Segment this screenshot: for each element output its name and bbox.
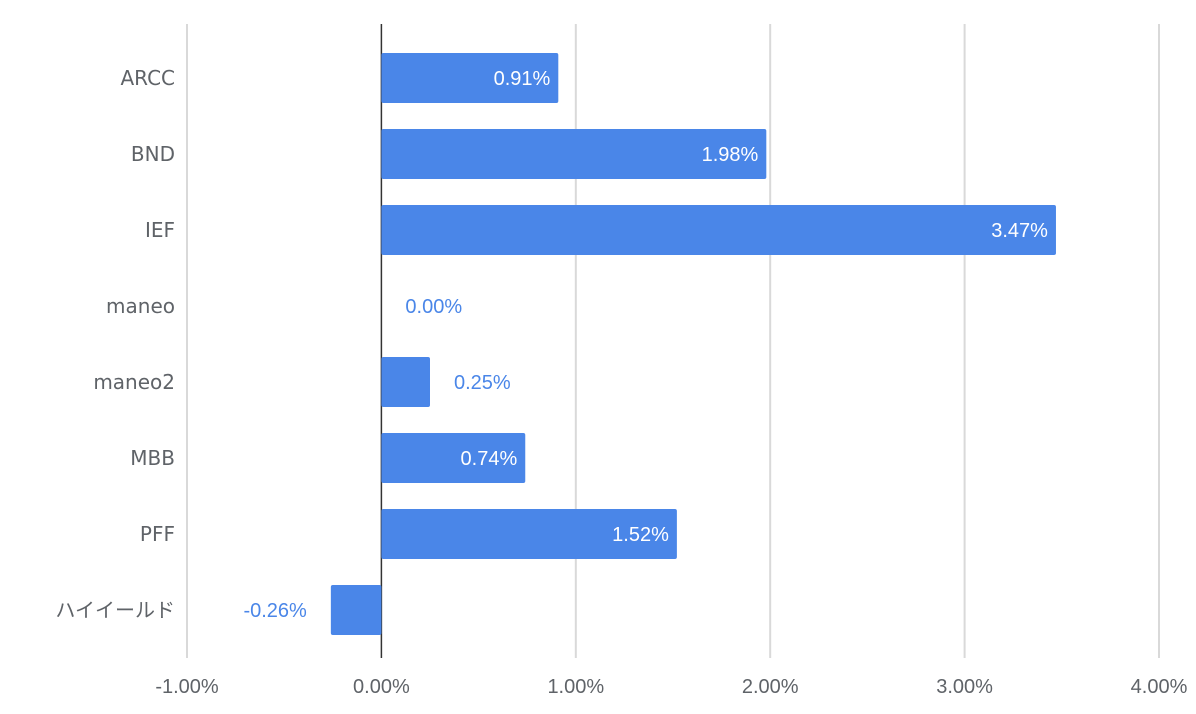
bar	[381, 357, 430, 407]
category-label: MBB	[130, 446, 175, 470]
data-label: -0.26%	[243, 600, 307, 622]
bar	[381, 53, 559, 103]
category-label: ハイイールド	[55, 598, 175, 622]
category-label: maneo2	[93, 370, 175, 394]
x-tick-label: 1.00%	[547, 676, 604, 698]
bar	[330, 585, 382, 635]
category-label: IEF	[145, 218, 175, 242]
data-label: 0.91%	[494, 68, 551, 90]
bars	[330, 53, 1056, 635]
x-tick-label: 0.00%	[353, 676, 410, 698]
bar	[381, 509, 677, 559]
data-label: 1.52%	[612, 524, 669, 546]
category-label: maneo	[106, 294, 175, 318]
data-label: 1.98%	[702, 144, 759, 166]
x-tick-label: 2.00%	[742, 676, 799, 698]
data-label: 0.00%	[405, 296, 462, 318]
bar	[381, 433, 526, 483]
category-labels: ARCC BND IEF maneo maneo2 MBB PFF ハイイールド	[55, 66, 175, 622]
category-label: BND	[131, 142, 175, 166]
data-label: 3.47%	[991, 220, 1048, 242]
gridlines	[186, 24, 1160, 658]
bar	[381, 129, 767, 179]
category-label: PFF	[140, 522, 175, 546]
x-tick-label: 4.00%	[1131, 676, 1188, 698]
data-labels: 0.91% 1.98% 3.47% 0.00% 0.25% 0.74% 1.52% -0.26…	[243, 68, 1048, 622]
bar	[381, 205, 1056, 255]
x-tick-label: -1.00%	[155, 676, 219, 698]
data-label: 0.25%	[454, 372, 511, 394]
data-label: 0.74%	[461, 448, 518, 470]
category-label: ARCC	[120, 66, 175, 90]
x-tick-label: 3.00%	[936, 676, 993, 698]
x-axis-tick-labels: -1.00% 0.00% 1.00% 2.00% 3.00% 4.00%	[155, 676, 1187, 698]
